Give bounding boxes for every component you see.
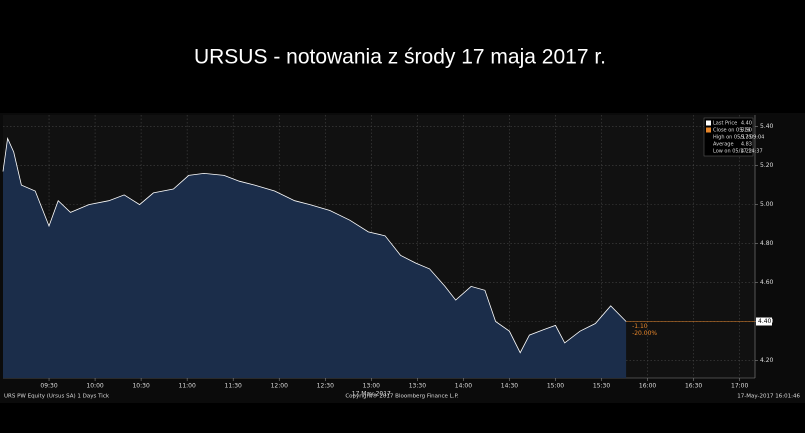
x-tick-label: 11:30 — [225, 383, 242, 390]
legend-label: High on 05/17 09:04 — [713, 135, 764, 141]
x-tick-label: 12:00 — [271, 383, 288, 390]
x-tick-label: 12:30 — [317, 383, 334, 390]
legend-label: Average — [713, 142, 734, 148]
y-tick-label: 4.80 — [760, 240, 774, 247]
y-tick-label: 5.40 — [760, 123, 774, 130]
footer-text: Copyright® 2017 Bloomberg Finance L.P. — [345, 393, 459, 400]
legend-box — [703, 117, 754, 157]
x-tick-label: 14:30 — [501, 383, 518, 390]
x-tick-label: 17:00 — [731, 383, 748, 390]
change-label: -1.10 — [632, 323, 648, 330]
x-tick-label: 11:00 — [179, 383, 196, 390]
y-tick-label: 4.60 — [760, 279, 774, 286]
y-tick-label: 5.20 — [760, 162, 774, 169]
x-tick-label: 09:30 — [40, 383, 57, 390]
x-tick-label: 13:30 — [409, 383, 426, 390]
legend-value: 4.40 — [741, 121, 752, 127]
last-price-tag — [756, 317, 772, 326]
x-tick-label: 10:30 — [132, 383, 149, 390]
last-price-label: 4.40 — [758, 318, 772, 325]
legend-swatch — [706, 120, 711, 126]
x-tick-label: 16:00 — [639, 383, 656, 390]
legend-value: 4.83 — [741, 142, 752, 148]
x-tick-label: 16:30 — [685, 383, 702, 390]
x-tick-label: 15:00 — [547, 383, 564, 390]
legend-value: 4.22 — [741, 149, 752, 155]
y-tick-label: 4.20 — [760, 357, 774, 364]
footer-text: 17-May-2017 16:01:46 — [737, 394, 800, 400]
change-label: -20.00% — [632, 330, 657, 337]
x-tick-label: 10:00 — [86, 383, 103, 390]
price-area — [3, 138, 627, 378]
x-tick-label: 15:30 — [593, 383, 610, 390]
x-tick-label: 14:00 — [455, 383, 472, 390]
x-tick-label: 13:00 — [363, 383, 380, 390]
y-tick-label: 5.00 — [760, 201, 774, 208]
legend-swatch — [706, 127, 711, 133]
legend-value: 5.50 — [741, 128, 752, 134]
price-line — [2, 136, 627, 354]
legend-value: 5.35 — [741, 135, 752, 141]
x-date-label: 17 May 2017 — [352, 391, 391, 398]
legend-label: Last Price — [713, 121, 737, 127]
footer-text: URS PW Equity (Ursus SA) 1 Days Tick — [4, 394, 110, 400]
chart-title: URSUS - notowania z środy 17 maja 2017 r… — [194, 46, 606, 69]
legend-label: Close on 05/16 — [713, 128, 750, 134]
legend-label: Low on 05/17 14:37 — [713, 149, 763, 155]
